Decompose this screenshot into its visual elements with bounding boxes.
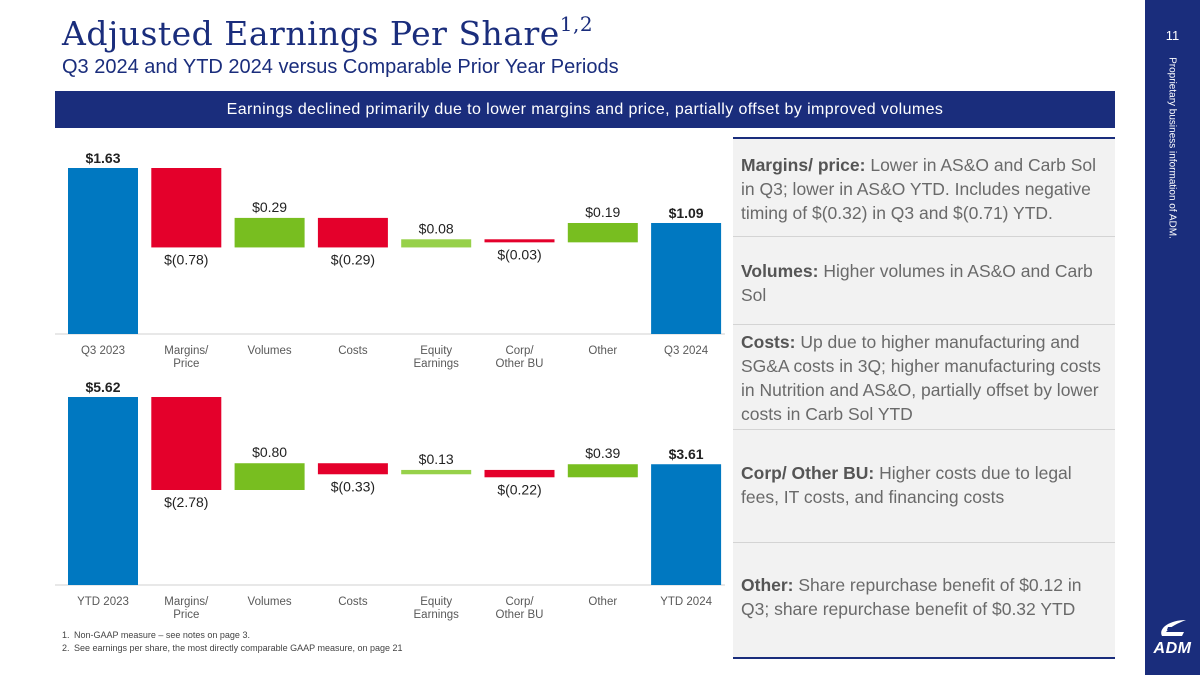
waterfall-bar xyxy=(651,464,722,585)
commentary-text: Lower in AS&O and Carb Sol in Q3; lower … xyxy=(741,155,1097,223)
waterfall-bar xyxy=(567,222,638,243)
divider xyxy=(733,429,1115,430)
category-label: Costs xyxy=(338,345,368,357)
category-label: Earnings xyxy=(414,358,460,370)
category-label: Equity xyxy=(420,345,452,357)
divider xyxy=(733,324,1115,325)
waterfall-bar xyxy=(68,397,138,585)
footnote-text: See earnings per share, the most directl… xyxy=(74,643,403,653)
waterfall-bar xyxy=(234,217,305,248)
waterfall-bar xyxy=(401,469,472,475)
data-label: $0.19 xyxy=(585,204,620,220)
category-label: Other BU xyxy=(496,609,544,621)
category-label: Corp/ xyxy=(505,345,534,357)
waterfall-bar xyxy=(317,463,388,475)
proprietary-notice: Proprietary business information of ADM. xyxy=(1166,57,1178,239)
page-number: 11 xyxy=(1165,28,1180,43)
footnote-1: 1. Non-GAAP measure – see notes on page 3… xyxy=(62,629,403,642)
commentary-label: Corp/ Other BU: xyxy=(741,463,875,483)
category-label: Earnings xyxy=(414,609,460,621)
divider xyxy=(733,542,1115,543)
commentary-label: Volumes: xyxy=(741,261,819,281)
data-label: $(0.03) xyxy=(497,246,541,262)
divider xyxy=(733,236,1115,237)
category-label: Equity xyxy=(420,596,452,608)
page-subtitle: Q3 2024 and YTD 2024 versus Comparable P… xyxy=(62,56,619,78)
waterfall-bar xyxy=(151,168,222,248)
commentary-margins-price: Margins/ price: Lower in AS&O and Carb S… xyxy=(741,153,1106,225)
waterfall-bar xyxy=(317,217,388,248)
adm-logo: ADM xyxy=(1150,618,1195,658)
waterfall-bar xyxy=(484,239,555,243)
data-label: $(0.33) xyxy=(331,478,375,494)
waterfall-bar xyxy=(651,222,722,334)
category-label: Price xyxy=(173,609,199,621)
data-label: $0.39 xyxy=(585,445,620,461)
category-label: Price xyxy=(173,358,199,370)
category-label: Volumes xyxy=(248,345,292,357)
data-label: $(2.78) xyxy=(164,494,208,510)
commentary-corp-other: Corp/ Other BU: Higher costs due to lega… xyxy=(741,461,1106,509)
waterfall-bar xyxy=(484,469,555,478)
category-label: YTD 2024 xyxy=(660,596,712,608)
category-label: Costs xyxy=(338,596,368,608)
data-label: $0.29 xyxy=(252,199,287,215)
data-label: $3.61 xyxy=(669,446,704,462)
key-message-banner: Earnings declined primarily due to lower… xyxy=(55,91,1115,128)
page-title: Adjusted Earnings Per Share1,2 xyxy=(62,12,594,53)
category-label: Other xyxy=(588,345,617,357)
data-label: $0.08 xyxy=(419,220,454,236)
data-label: $(0.78) xyxy=(164,251,208,267)
commentary-other: Other: Share repurchase benefit of $0.12… xyxy=(741,573,1106,621)
data-label: $(0.29) xyxy=(331,251,375,267)
footnote-text: Non-GAAP measure – see notes on page 3. xyxy=(74,630,250,640)
category-label: Margins/ xyxy=(164,596,209,608)
adm-logo-text: ADM xyxy=(1153,640,1192,657)
commentary-label: Costs: xyxy=(741,332,796,352)
category-label: Corp/ xyxy=(505,596,534,608)
waterfall-bar xyxy=(234,463,305,490)
commentary-text: Higher volumes in AS&O and Carb Sol xyxy=(741,261,1093,305)
commentary-text: Share repurchase benefit of $0.12 in Q3;… xyxy=(741,575,1082,619)
commentary-text: Higher costs due to legal fees, IT costs… xyxy=(741,463,1072,507)
commentary-volumes: Volumes: Higher volumes in AS&O and Carb… xyxy=(741,259,1106,307)
waterfall-bar xyxy=(567,464,638,478)
footnotes: 1. Non-GAAP measure – see notes on page 3… xyxy=(62,629,403,655)
q3-eps-waterfall-chart: $1.63 Q3 2023 $(0.78) Margins/Price $0.29 Vol… xyxy=(55,140,725,372)
waterfall-bar xyxy=(401,239,472,248)
data-label: $0.80 xyxy=(252,444,287,460)
brand-sidebar xyxy=(1145,0,1200,675)
category-label: YTD 2023 xyxy=(77,596,129,608)
data-label: $1.63 xyxy=(85,150,120,166)
footnote-number: 1. xyxy=(62,630,70,640)
commentary-costs: Costs: Up due to higher manufacturing an… xyxy=(741,330,1106,426)
category-label: Other BU xyxy=(496,358,544,370)
data-label: $0.13 xyxy=(419,451,454,467)
data-label: $1.09 xyxy=(669,205,704,221)
data-label: $5.62 xyxy=(85,379,120,395)
footnote-2: 2. See earnings per share, the most direc… xyxy=(62,642,403,655)
category-label: Margins/ xyxy=(164,345,209,357)
commentary-label: Other: xyxy=(741,575,794,595)
adm-logo-icon xyxy=(1160,620,1186,636)
commentary-panel: Margins/ price: Lower in AS&O and Carb S… xyxy=(733,137,1115,659)
footnote-number: 2. xyxy=(62,643,70,653)
data-label: $(0.22) xyxy=(497,481,541,497)
commentary-text: Up due to higher manufacturing and SG&A … xyxy=(741,332,1101,424)
category-label: Other xyxy=(588,596,617,608)
waterfall-bar xyxy=(68,168,138,334)
category-label: Q3 2024 xyxy=(664,345,709,357)
waterfall-bar xyxy=(151,397,222,490)
category-label: Q3 2023 xyxy=(81,345,125,357)
commentary-label: Margins/ price: xyxy=(741,155,866,175)
category-label: Volumes xyxy=(248,596,292,608)
title-footnote-ref: 1,2 xyxy=(559,12,594,36)
ytd-eps-waterfall-chart: $5.62 YTD 2023 $(2.78) Margins/Price $0.80 Vo… xyxy=(55,379,725,624)
